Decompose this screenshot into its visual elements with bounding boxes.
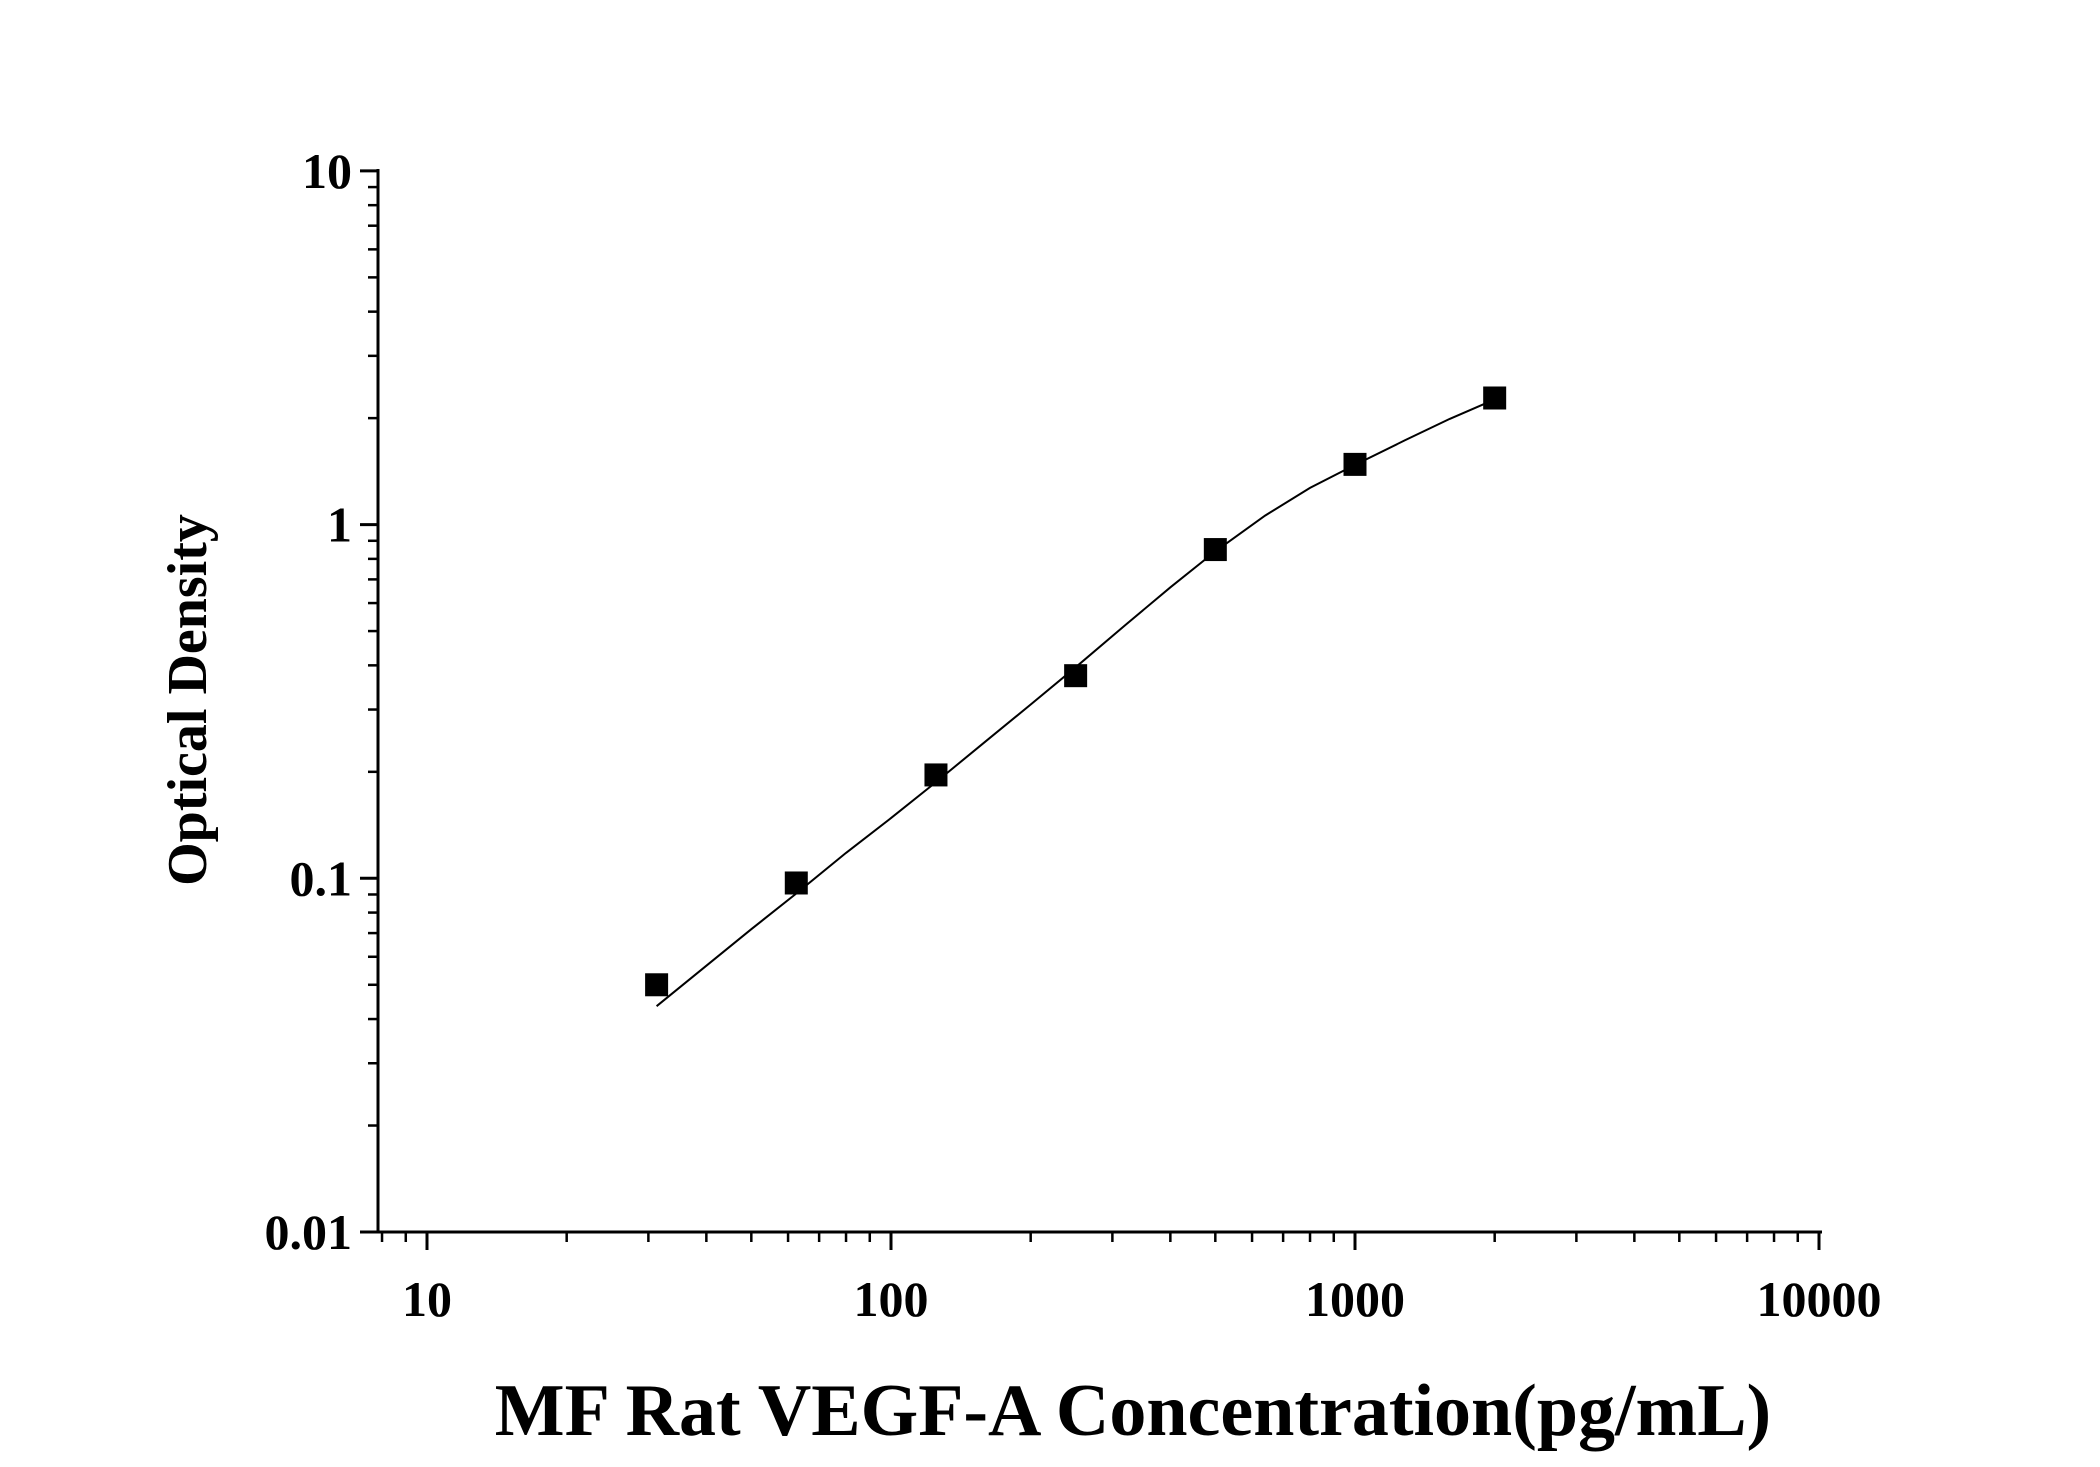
data-point: [1343, 452, 1367, 476]
data-point: [1203, 538, 1227, 562]
axes: 10 100 1000 10000 0.01 0.1 1 10: [265, 143, 1882, 1327]
y-tick-label: 0.01: [265, 1204, 353, 1260]
fit-curve-line: [655, 398, 1496, 1007]
y-tick-label: 1: [327, 497, 352, 553]
data-point: [1483, 386, 1507, 410]
x-axis-title: MF Rat VEGF-A Concentration(pg/mL): [495, 1370, 1771, 1452]
y-tick-label: 10: [302, 143, 352, 199]
y-tick-label: 0.1: [290, 850, 353, 906]
data-points-layer: [645, 386, 1507, 997]
y-axis-title: Optical Density: [157, 514, 219, 886]
data-point: [924, 763, 948, 787]
x-tick-label: 10000: [1757, 1271, 1882, 1327]
data-point: [784, 871, 808, 895]
fit-curve-layer: [655, 398, 1496, 1007]
data-point: [645, 973, 669, 997]
x-tick-label: 100: [854, 1271, 929, 1327]
data-point: [1064, 664, 1088, 688]
x-tick-label: 10: [402, 1271, 452, 1327]
x-tick-label: 1000: [1305, 1271, 1405, 1327]
